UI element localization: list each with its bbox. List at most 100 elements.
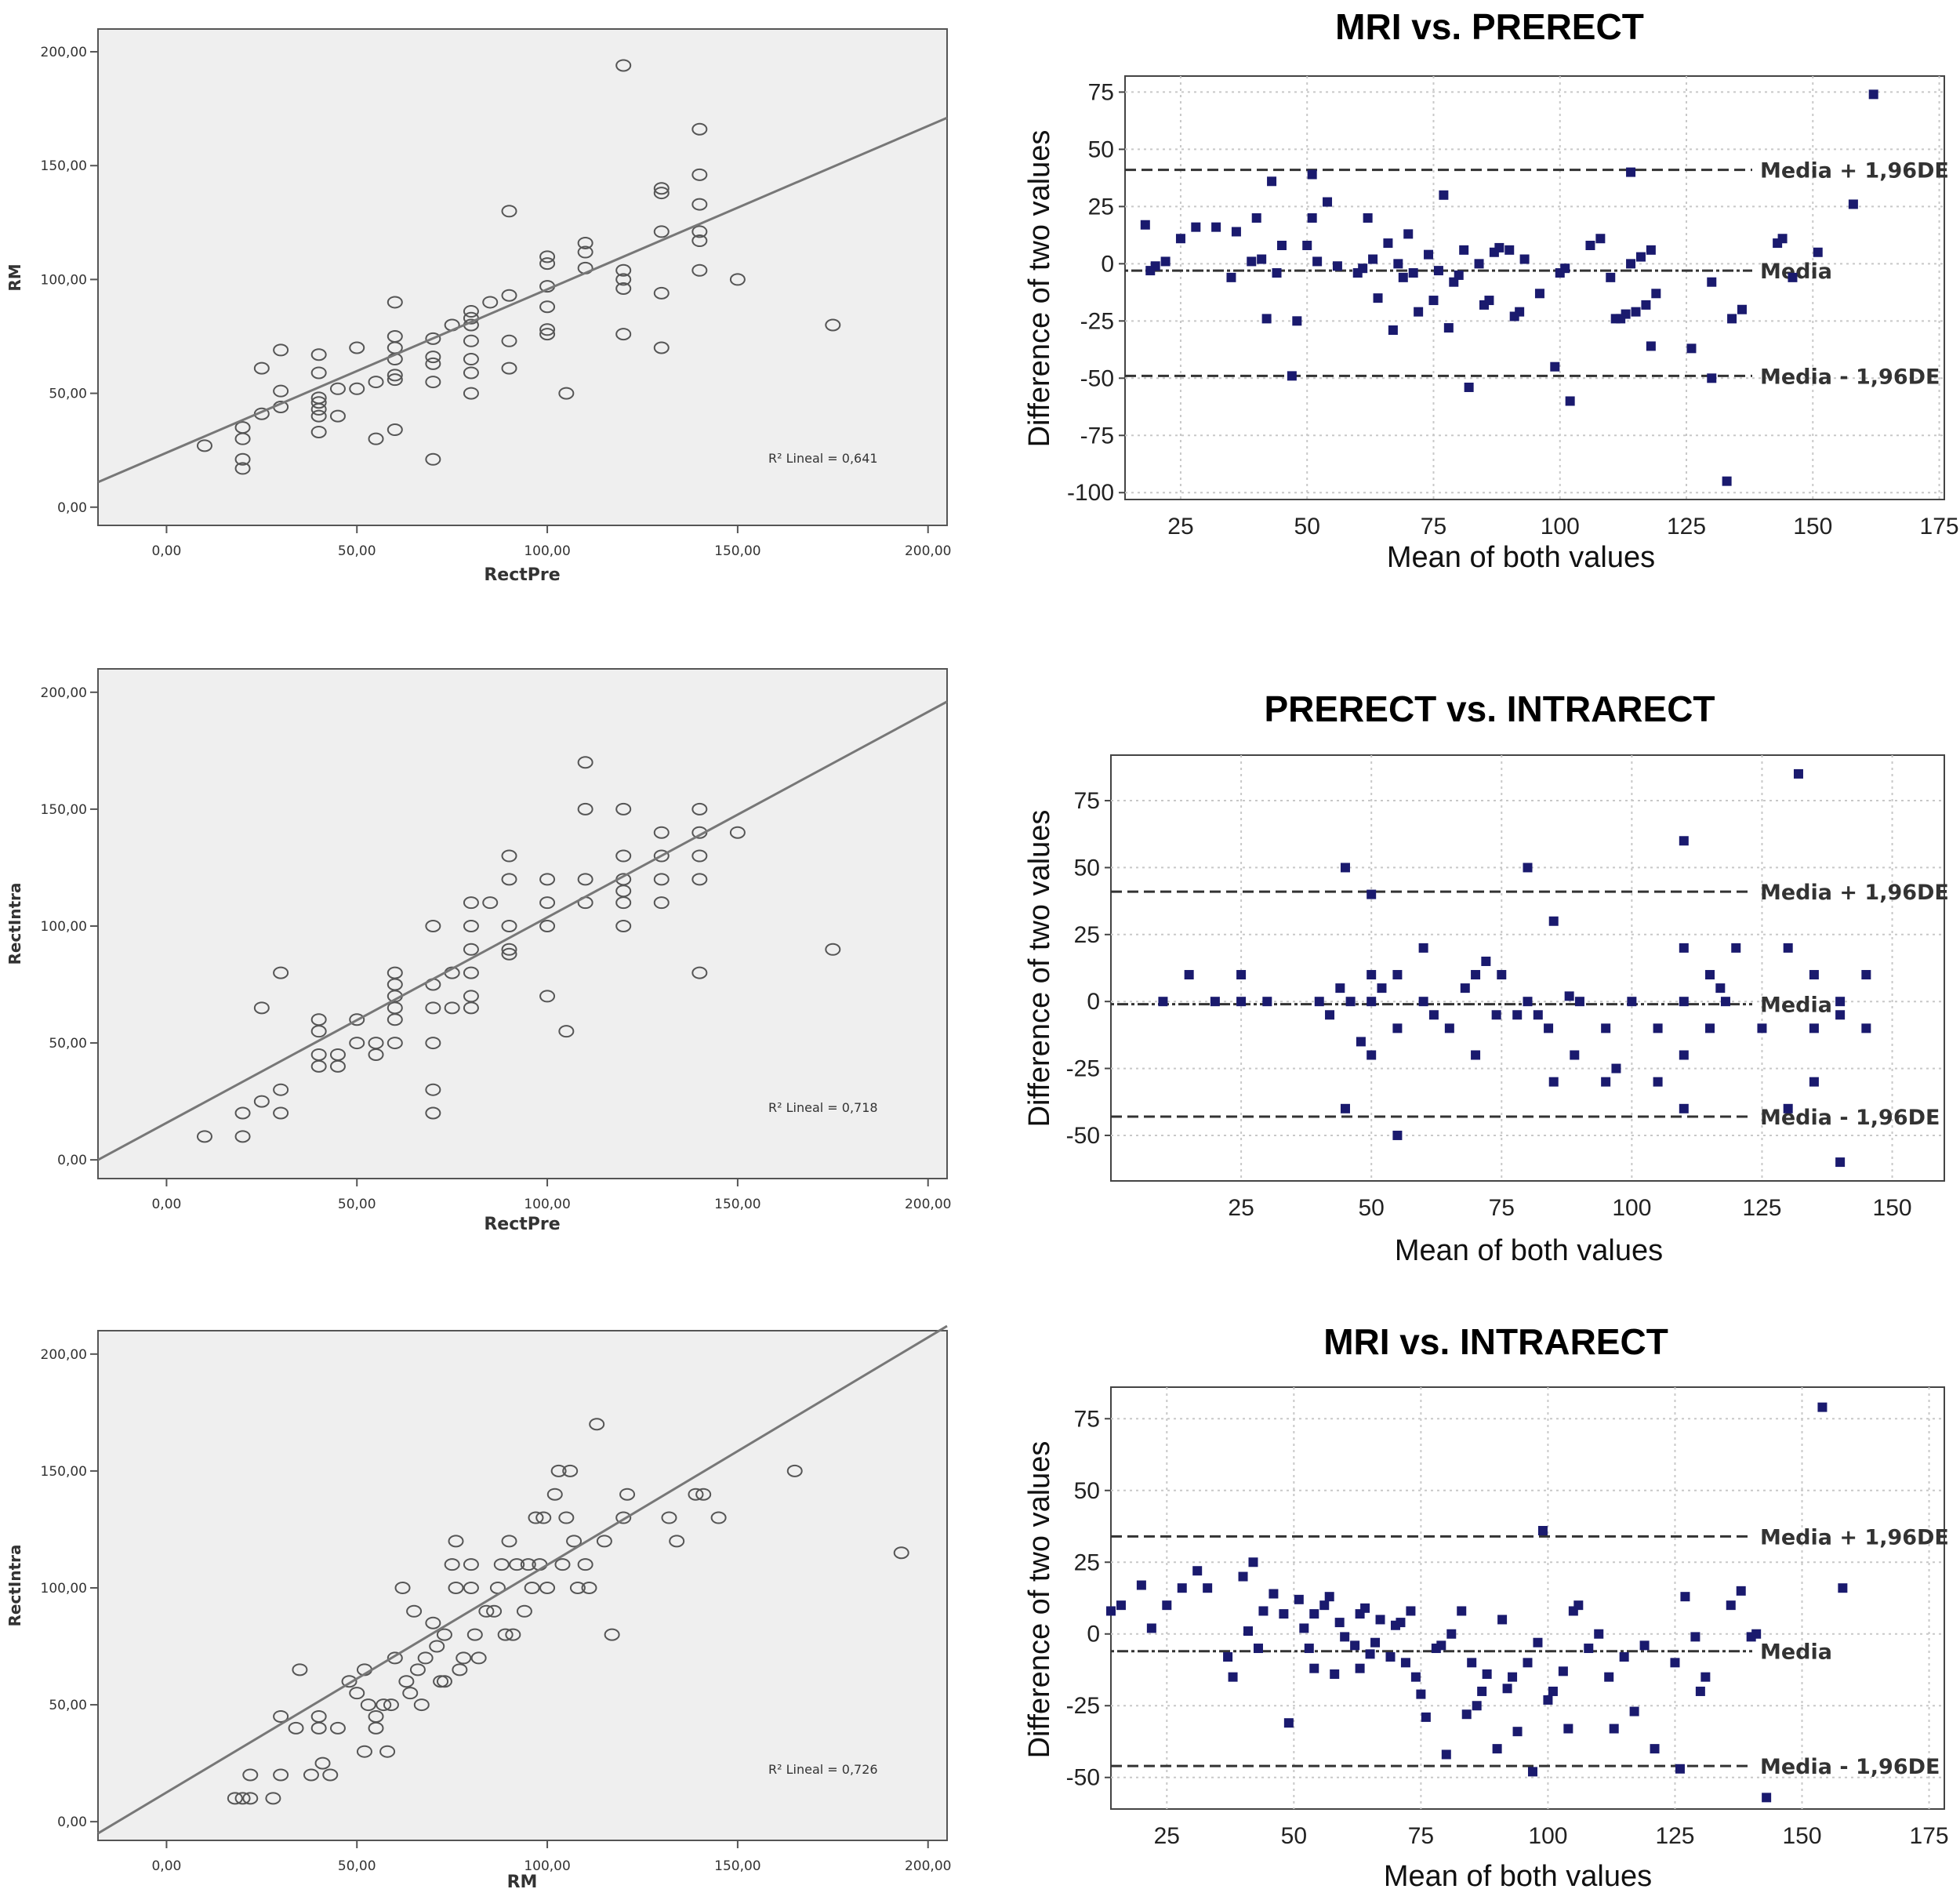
data-point bbox=[1367, 970, 1377, 980]
data-point bbox=[444, 1558, 460, 1571]
data-point bbox=[379, 1745, 396, 1758]
x-axis-label: Mean of both values bbox=[1387, 541, 1655, 574]
x-tick-label: 75 bbox=[1408, 1823, 1434, 1849]
data-point bbox=[729, 826, 746, 839]
data-point bbox=[1261, 314, 1272, 324]
data-point bbox=[1340, 863, 1350, 873]
data-point bbox=[1439, 190, 1449, 200]
data-point bbox=[1177, 1583, 1187, 1593]
data-point bbox=[1330, 1669, 1340, 1679]
data-point bbox=[1360, 1603, 1370, 1613]
data-point bbox=[539, 919, 556, 932]
data-point bbox=[1670, 1658, 1680, 1668]
y-tick-label: 75 bbox=[1074, 1406, 1100, 1432]
x-ticks: 25 50 75 100 125 150 175 bbox=[1167, 514, 1958, 539]
data-point bbox=[1783, 943, 1793, 953]
data-point bbox=[1406, 1606, 1416, 1616]
data-point bbox=[463, 366, 479, 380]
data-point bbox=[1373, 293, 1383, 303]
data-point bbox=[653, 341, 670, 354]
data-point bbox=[425, 357, 441, 370]
r2-label: R² Lineal = 0,641 bbox=[768, 451, 878, 466]
data-point bbox=[360, 1698, 376, 1712]
x-tick-label: 200,00 bbox=[905, 543, 951, 559]
data-point bbox=[691, 873, 708, 886]
data-point bbox=[615, 59, 632, 72]
x-tick-label: 75 bbox=[1489, 1195, 1515, 1221]
data-point bbox=[425, 1037, 441, 1050]
data-point bbox=[329, 382, 346, 395]
reference-line-label: Media - 1,96DE bbox=[1760, 365, 1940, 389]
x-ticks: 0,00 50,00 100,00 150,00 200,00 bbox=[151, 1179, 951, 1212]
data-point bbox=[425, 332, 441, 345]
x-axis-label: RectPre bbox=[484, 1215, 560, 1234]
data-point bbox=[501, 943, 517, 956]
data-point bbox=[1309, 1663, 1319, 1673]
data-point bbox=[615, 849, 632, 863]
data-point bbox=[292, 1663, 308, 1676]
data-point bbox=[463, 1581, 479, 1594]
y-tick-label: -50 bbox=[1080, 365, 1114, 391]
data-point bbox=[1392, 970, 1403, 980]
data-point bbox=[1175, 234, 1185, 244]
data-point bbox=[1383, 238, 1393, 249]
data-point bbox=[1464, 382, 1474, 392]
data-point bbox=[1835, 1010, 1846, 1020]
y-tick-label: 0,00 bbox=[57, 1815, 87, 1830]
data-point bbox=[1162, 1600, 1172, 1611]
data-point bbox=[1414, 307, 1424, 317]
x-tick-label: 50,00 bbox=[338, 1858, 376, 1874]
data-point bbox=[1457, 1606, 1467, 1616]
data-point bbox=[486, 1604, 503, 1618]
data-point bbox=[1481, 956, 1491, 966]
data-point bbox=[691, 225, 708, 238]
x-ticks: 0,00 50,00 100,00 150,00 200,00 bbox=[151, 1840, 951, 1874]
data-point bbox=[1508, 1672, 1518, 1682]
data-point bbox=[425, 351, 441, 364]
data-point bbox=[1707, 277, 1717, 287]
data-point bbox=[1238, 1571, 1248, 1582]
y-axis-label: RectIntra bbox=[5, 883, 24, 965]
data-point bbox=[653, 826, 670, 839]
y-tick-label: 0,00 bbox=[57, 1153, 87, 1168]
data-point bbox=[539, 328, 556, 341]
data-point bbox=[463, 1001, 479, 1015]
data-points bbox=[1106, 1402, 1848, 1803]
data-point bbox=[322, 1768, 339, 1782]
data-point bbox=[196, 439, 212, 452]
data-point bbox=[1302, 241, 1312, 250]
data-point bbox=[661, 1511, 677, 1524]
data-point bbox=[425, 1083, 441, 1096]
data-point bbox=[604, 1628, 620, 1641]
data-point bbox=[1601, 1023, 1611, 1034]
data-points bbox=[1140, 89, 1878, 486]
data-point bbox=[1418, 943, 1428, 953]
data-point bbox=[501, 334, 517, 347]
data-point bbox=[501, 361, 517, 375]
data-point bbox=[1574, 997, 1584, 1007]
reference-line-label: Media - 1,96DE bbox=[1760, 1755, 1940, 1779]
data-point bbox=[520, 1558, 536, 1571]
data-point bbox=[253, 1095, 270, 1108]
y-axis-label: Difference of two values bbox=[1023, 130, 1056, 448]
x-tick-label: 125 bbox=[1742, 1195, 1781, 1221]
data-point bbox=[368, 432, 384, 445]
data-point bbox=[1340, 1103, 1350, 1113]
data-point bbox=[310, 409, 327, 423]
y-tick-label: 75 bbox=[1088, 79, 1114, 105]
data-point bbox=[341, 1675, 358, 1688]
data-point bbox=[387, 1037, 403, 1050]
data-point bbox=[1279, 1609, 1289, 1619]
data-point bbox=[1653, 1077, 1663, 1087]
data-point bbox=[1248, 1557, 1258, 1568]
data-point bbox=[463, 919, 479, 932]
data-point bbox=[436, 1675, 452, 1688]
data-point bbox=[463, 896, 479, 910]
data-point bbox=[1272, 268, 1282, 278]
data-point bbox=[1679, 1050, 1689, 1060]
x-tick-label: 200,00 bbox=[905, 1858, 951, 1874]
data-point bbox=[1368, 254, 1378, 264]
data-point bbox=[1686, 343, 1697, 354]
data-point bbox=[1543, 1695, 1553, 1705]
